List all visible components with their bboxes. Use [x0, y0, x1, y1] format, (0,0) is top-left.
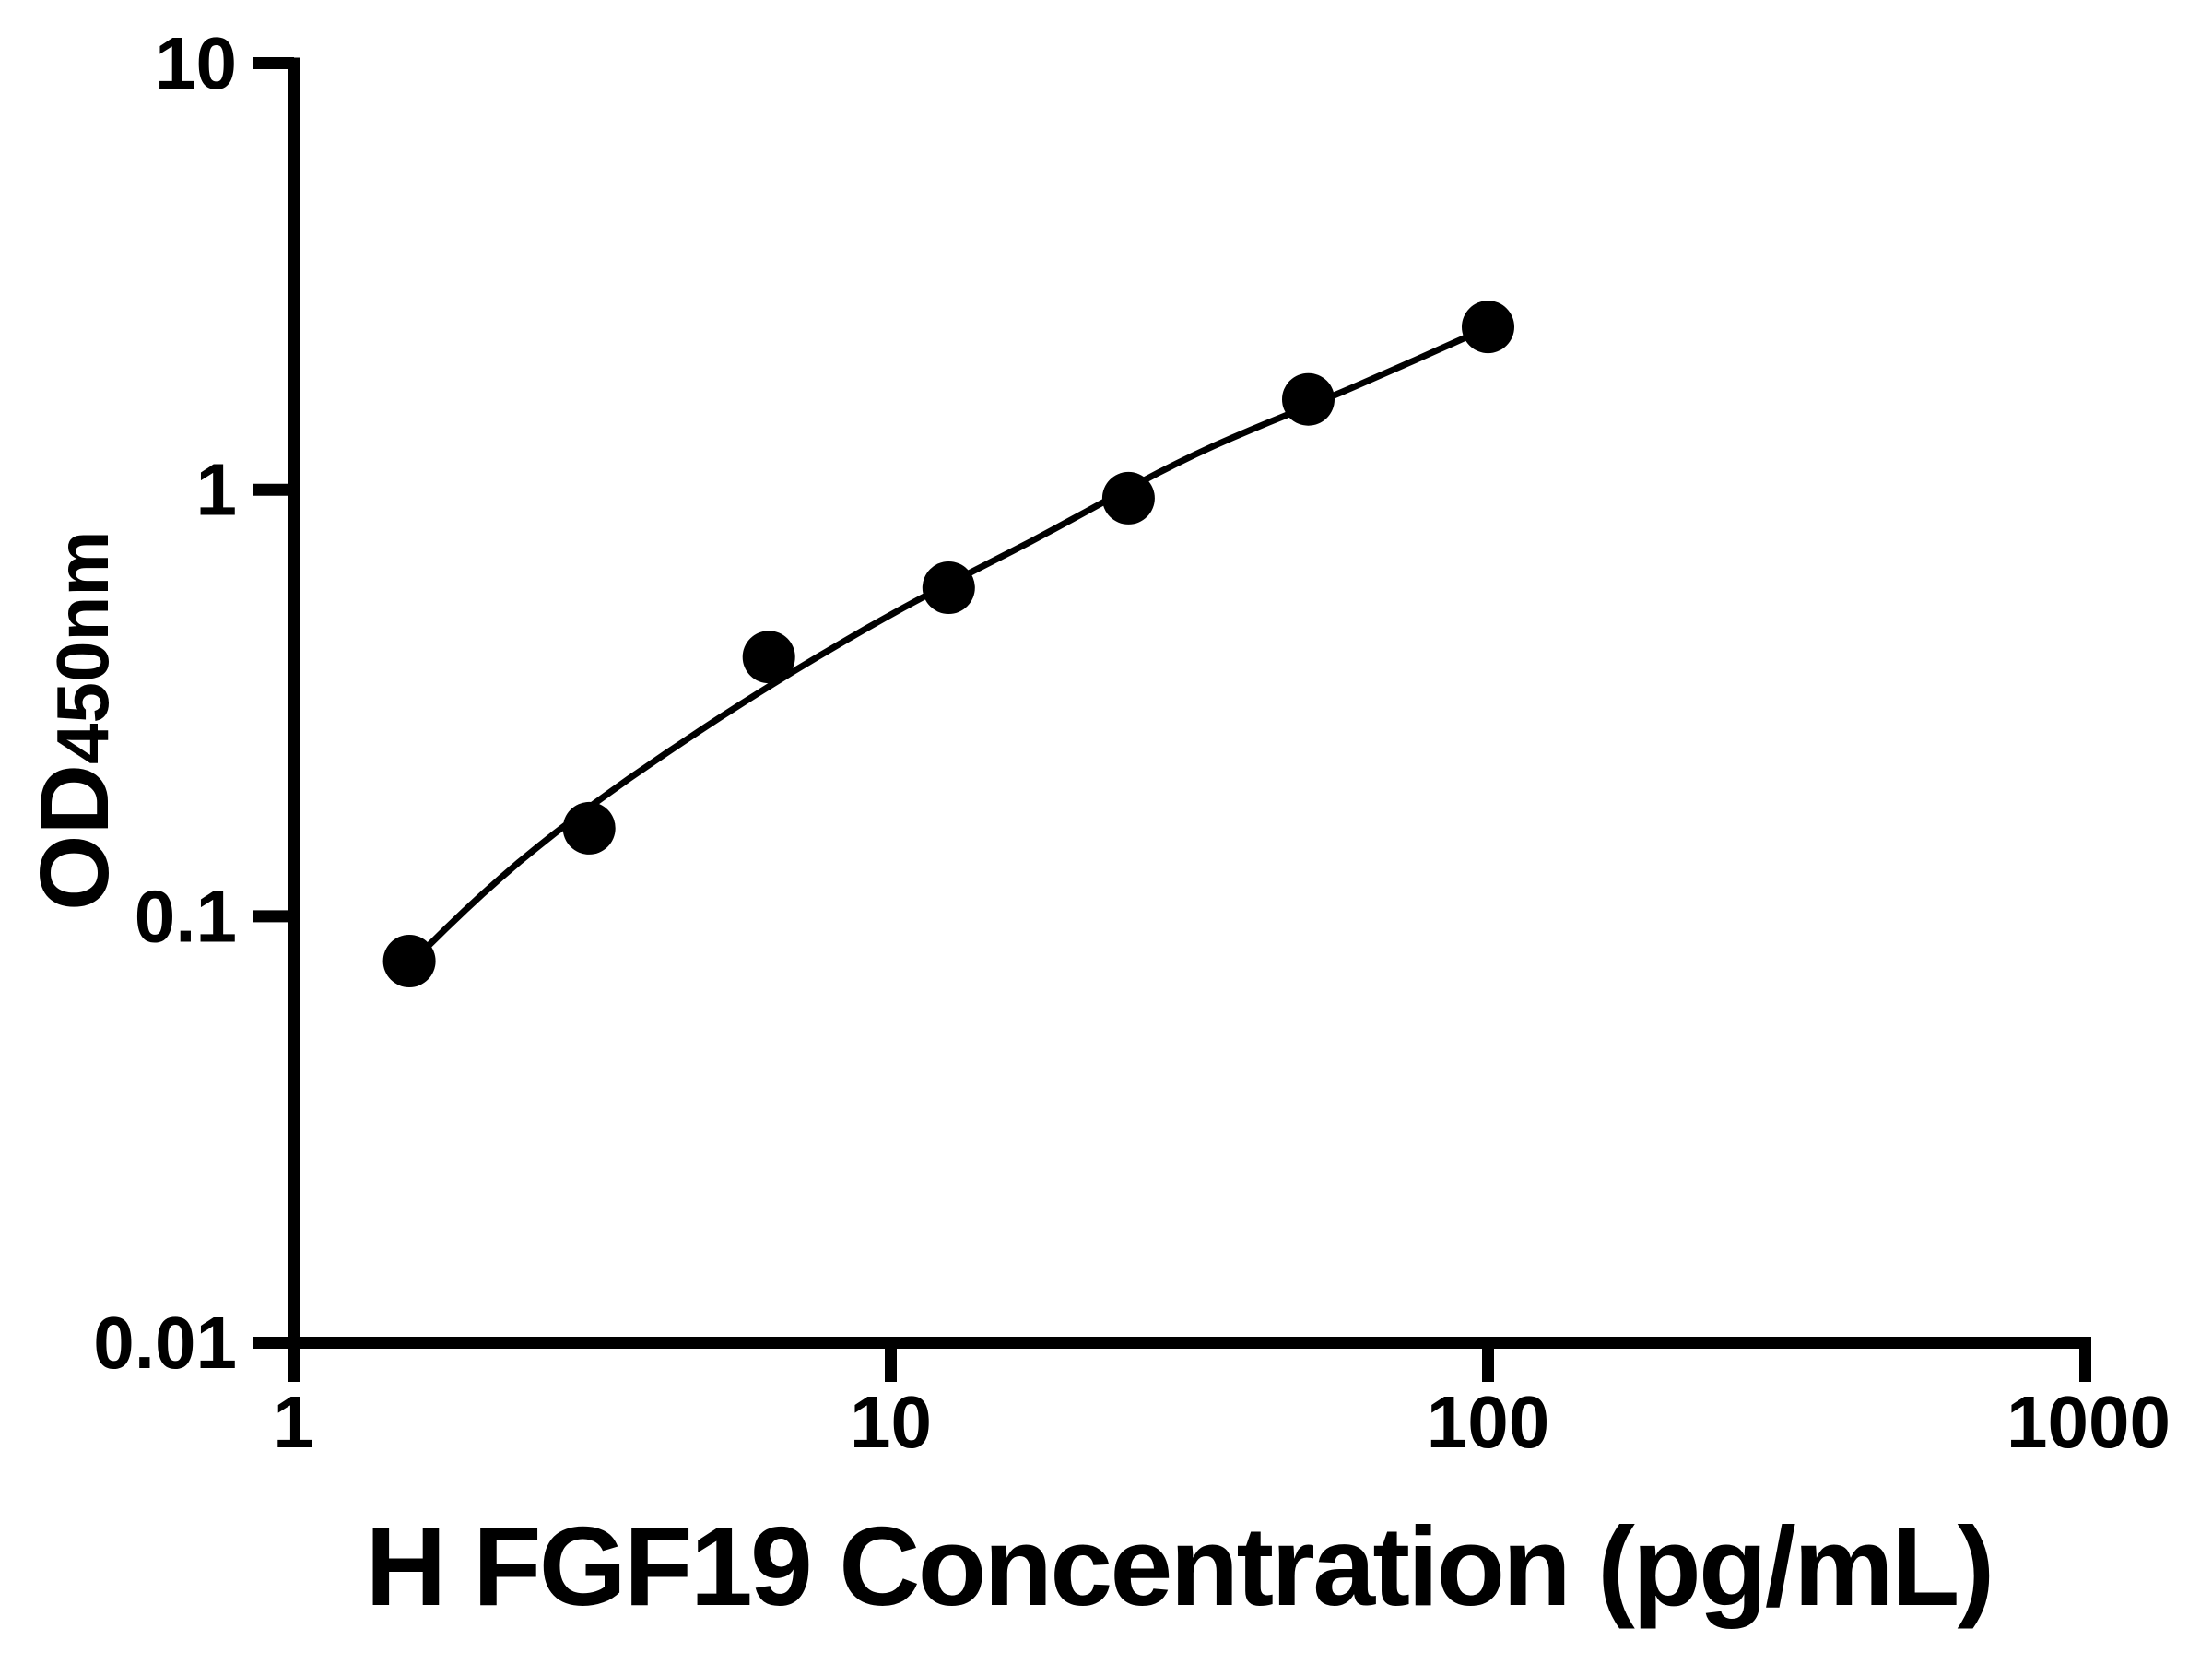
svg-text:100: 100 [1427, 1381, 1549, 1463]
svg-text:10: 10 [850, 1381, 932, 1463]
svg-text:10: 10 [155, 22, 237, 104]
svg-text:OD450nm: OD450nm [20, 531, 129, 911]
svg-text:1: 1 [273, 1381, 314, 1463]
svg-text:H FGF19 Concentration (pg/mL): H FGF19 Concentration (pg/mL) [365, 1504, 1992, 1629]
svg-text:0.1: 0.1 [135, 875, 237, 957]
svg-text:1000: 1000 [2006, 1381, 2171, 1463]
svg-text:0.01: 0.01 [93, 1302, 237, 1384]
svg-text:1: 1 [196, 449, 238, 531]
